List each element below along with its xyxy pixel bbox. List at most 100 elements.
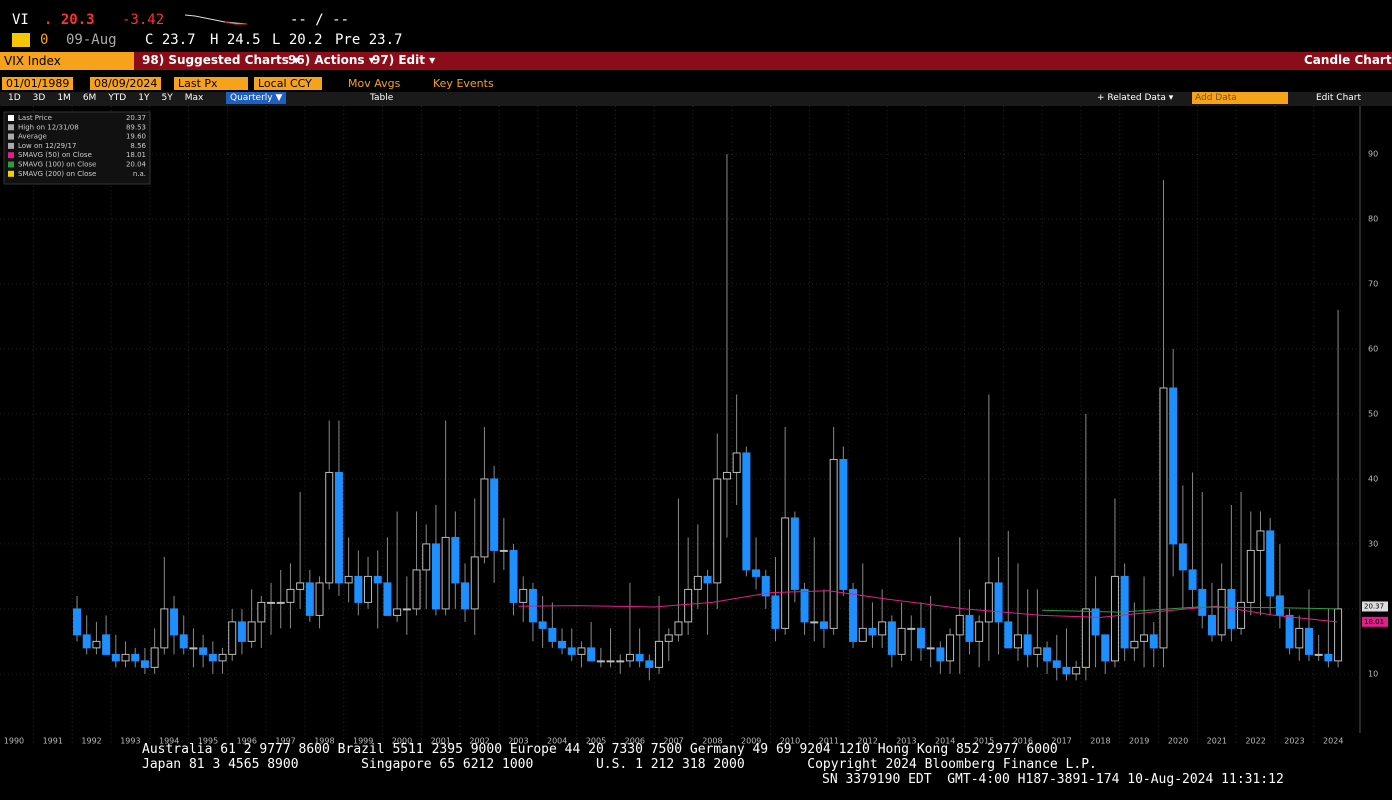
candle-body (1266, 530, 1275, 597)
price: . 20.3 (44, 12, 95, 28)
last-value-label: 18.01 (1364, 618, 1384, 626)
suggested-charts[interactable]: 98) Suggested Charts ▾ (142, 53, 300, 67)
candle-body (558, 640, 567, 649)
add-data[interactable]: Add Data (1192, 92, 1288, 104)
candle-body (955, 614, 964, 636)
candle-body (800, 588, 809, 623)
candle-body (315, 582, 324, 616)
currency[interactable]: Local CCY (254, 77, 322, 90)
range-button[interactable]: 1M (57, 93, 71, 103)
legend-swatch (8, 152, 14, 159)
candle-body (1246, 549, 1255, 603)
range-button[interactable]: 5Y (161, 93, 173, 103)
legend-value: 8.56 (130, 142, 146, 150)
candle-body (936, 647, 945, 662)
x-tick-label: 2022 (1245, 737, 1265, 746)
candle-body (1110, 575, 1119, 662)
candle-body (1188, 569, 1197, 590)
candle-body (1237, 601, 1246, 629)
chart: 1020304050607080901990199119921993199419… (0, 106, 1388, 746)
range-button[interactable]: 1D (8, 93, 21, 103)
candle-body (577, 647, 586, 655)
range-button[interactable]: 3D (32, 93, 46, 103)
candle-body (383, 582, 392, 616)
legend-value: n.a. (133, 170, 146, 178)
x-tick-label: 1990 (4, 737, 24, 746)
x-tick-label: 1993 (120, 737, 140, 746)
legend-label: Last Price (18, 114, 52, 122)
candle-body (984, 582, 993, 623)
x-tick-label: 2001 (431, 737, 451, 746)
x-tick-label: 1999 (353, 737, 373, 746)
legend-value: 20.37 (126, 114, 146, 122)
candle-body (1091, 608, 1100, 636)
candle-body (140, 660, 149, 668)
edit[interactable]: 97) Edit ▾ (372, 53, 436, 67)
x-tick-label: 1991 (43, 737, 63, 746)
candle-body (1013, 634, 1022, 649)
candle-body (509, 549, 518, 603)
period[interactable]: Quarterly ▼ (226, 92, 287, 104)
candle-body (907, 627, 916, 630)
candle-body (276, 601, 285, 604)
legend-label: SMAVG (200) on Close (18, 170, 96, 178)
candle-body (247, 621, 256, 642)
candle-body (1285, 614, 1294, 649)
candle-body (1217, 588, 1226, 636)
candle-body (548, 627, 557, 642)
candle-body (703, 575, 712, 584)
x-tick-label: 2013 (896, 737, 916, 746)
y-tick-label: 80 (1368, 215, 1378, 224)
legend-label: SMAVG (50) on Close (18, 151, 92, 159)
last-value-box (1362, 616, 1388, 627)
table[interactable]: Table (370, 93, 394, 103)
icon (12, 33, 30, 47)
range-button[interactable]: Max (184, 93, 204, 103)
range-button[interactable]: 6M (82, 93, 97, 103)
candle-body (1275, 595, 1284, 616)
end-date[interactable]: 08/09/2024 (90, 77, 162, 90)
candle-body (286, 588, 295, 603)
y-tick-label: 10 (1368, 669, 1378, 678)
candle-body (92, 640, 101, 649)
candle-body (402, 608, 411, 611)
security[interactable]: VIX Index (0, 52, 134, 70)
menu-bar (0, 52, 1392, 70)
footer-line: SN 3379190 EDT GMT-4:00 H187-3891-174 10… (822, 772, 1284, 787)
x-tick-label: 2009 (741, 737, 761, 746)
ticker: VI (12, 12, 29, 28)
edit-chart[interactable]: Edit Chart (1316, 93, 1362, 103)
candle-body (926, 647, 935, 650)
related-data[interactable]: + Related Data ▾ (1097, 93, 1174, 103)
candle-body (1023, 634, 1032, 655)
x-tick-label: 2020 (1168, 737, 1188, 746)
candle-body (674, 621, 683, 636)
candle-body (325, 471, 334, 584)
candle-body (965, 614, 974, 642)
candle-body (519, 588, 528, 603)
candle-body (218, 653, 227, 662)
candle-body (839, 458, 848, 590)
candle-body (344, 575, 353, 584)
key-events[interactable]: Key Events (433, 77, 494, 90)
candle-body (878, 621, 887, 636)
legend-box (3, 111, 151, 185)
x-tick-label: 2017 (1051, 737, 1071, 746)
candle-body (208, 653, 217, 662)
candle-body (111, 653, 120, 662)
candle-body (296, 582, 305, 590)
candle-body (1324, 653, 1333, 662)
range-button[interactable]: 1Y (138, 93, 150, 103)
field[interactable]: Last Px (174, 77, 248, 90)
candle-body (237, 621, 246, 642)
candle-body (635, 653, 644, 662)
actions[interactable]: 96) Actions ▾ (288, 53, 375, 67)
candle-body (829, 458, 838, 629)
candle-body (849, 588, 858, 642)
candle-body (946, 634, 955, 662)
range-button[interactable]: YTD (108, 93, 127, 103)
candle-body (373, 575, 382, 584)
x-tick-label: 2010 (780, 737, 800, 746)
start-date[interactable]: 01/01/1989 (2, 77, 74, 90)
mov-avgs[interactable]: Mov Avgs (348, 77, 401, 90)
